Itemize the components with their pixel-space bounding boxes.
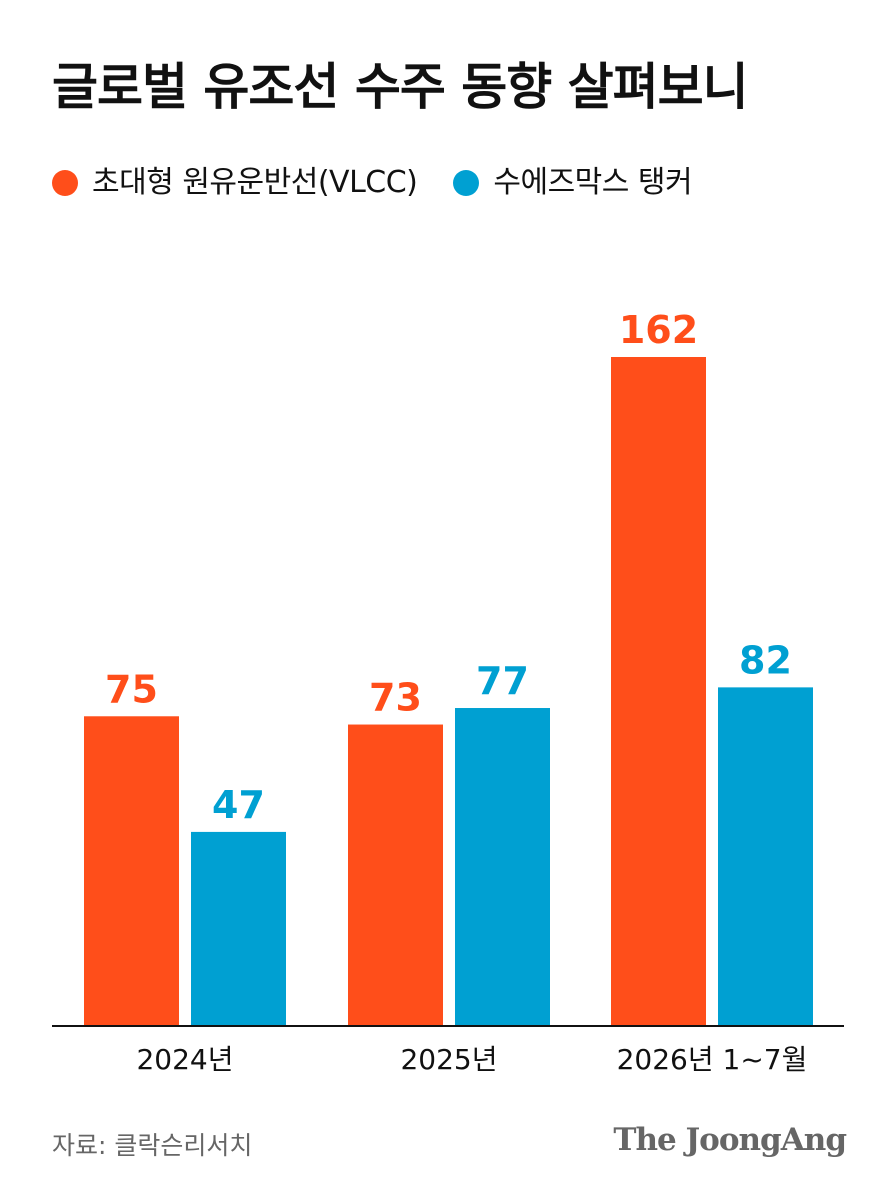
bar-suezmax-0 [191,831,286,1026]
legend-swatch-suezmax [453,170,480,196]
data-label-vlcc-2: 162 [619,308,698,352]
x-tick-label-1: 2025년 [400,1043,497,1076]
bar-suezmax-1 [455,708,550,1026]
bar-vlcc-2 [611,357,706,1026]
legend-item-vlcc: 초대형 원유운반선(VLCC) [52,165,418,200]
bar-suezmax-2 [718,687,813,1026]
legend-item-suezmax: 수에즈막스 탱커 [453,165,693,200]
legend: 초대형 원유운반선(VLCC) 수에즈막스 탱커 [52,168,728,198]
x-tick-label-2: 2026년 1~7월 [617,1043,808,1076]
brand-logo: The JoongAng [613,1122,847,1158]
data-label-vlcc-0: 75 [105,667,158,711]
legend-swatch-vlcc [52,170,78,196]
data-label-suezmax-2: 82 [739,638,792,682]
chart-title: 글로벌 유조선 수주 동향 살펴보니 [52,58,749,116]
legend-label-suezmax: 수에즈막스 탱커 [493,165,693,200]
data-label-suezmax-1: 77 [476,659,529,703]
bar-vlcc-1 [348,724,443,1026]
legend-label-vlcc: 초대형 원유운반선(VLCC) [92,165,418,200]
data-label-suezmax-0: 47 [212,783,265,827]
bar-vlcc-0 [84,716,179,1026]
source-note: 자료: 클락슨리서치 [52,1131,253,1160]
x-tick-label-0: 2024년 [136,1043,233,1076]
data-label-vlcc-1: 73 [369,676,422,720]
